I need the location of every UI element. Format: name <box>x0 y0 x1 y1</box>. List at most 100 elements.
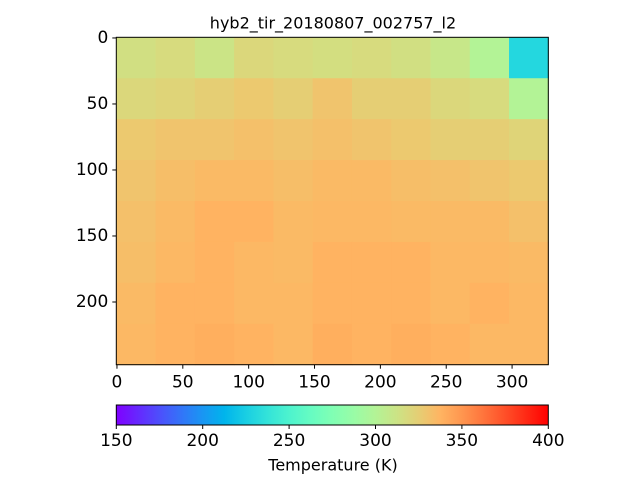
y-tick-label: 150 <box>76 226 108 246</box>
heat-cell <box>234 323 274 366</box>
colorbar-label: Temperature (K) <box>267 456 397 475</box>
heat-cell <box>509 119 549 161</box>
heat-cell <box>509 201 549 243</box>
heat-cell <box>469 323 510 366</box>
plot-frame <box>115 36 549 366</box>
heat-cell <box>351 78 392 120</box>
y-tick-label: 200 <box>76 292 108 312</box>
heat-cell <box>351 323 392 366</box>
heat-cell <box>234 160 274 202</box>
heat-cell <box>351 201 392 243</box>
heat-cell <box>116 37 157 79</box>
heat-cell <box>155 37 196 79</box>
heat-cell <box>194 282 235 325</box>
heat-cell <box>234 282 274 325</box>
heat-cell <box>234 78 274 120</box>
heat-cell <box>509 160 549 202</box>
heat-cell <box>509 241 549 284</box>
heat-cell <box>312 78 353 120</box>
heat-cell <box>430 160 471 202</box>
heat-cell <box>155 160 196 202</box>
heat-cell <box>155 282 196 325</box>
colorbar-tick-label: 350 <box>446 431 478 451</box>
heat-cell <box>430 201 471 243</box>
heat-cell <box>351 282 392 325</box>
colorbar-tick-label: 150 <box>100 431 132 451</box>
heat-cell <box>509 282 549 325</box>
colorbar <box>115 404 549 426</box>
y-tick-label: 0 <box>97 28 108 48</box>
heat-cell <box>312 201 353 243</box>
heat-cell <box>509 323 549 366</box>
y-tick-label: 50 <box>87 94 109 114</box>
heat-cell <box>430 119 471 161</box>
heat-cell <box>430 241 471 284</box>
heat-cell <box>273 78 314 120</box>
heat-cell <box>116 323 157 366</box>
heat-cell <box>430 282 471 325</box>
heat-cell <box>391 241 431 284</box>
x-tick-label: 300 <box>496 373 528 393</box>
heat-cell <box>234 201 274 243</box>
x-tick-label: 250 <box>430 373 462 393</box>
x-tick-label: 200 <box>364 373 396 393</box>
heat-cell <box>273 241 314 284</box>
heat-cell <box>509 37 549 79</box>
heat-cell <box>155 78 196 120</box>
heat-cell <box>155 201 196 243</box>
heat-cell <box>351 241 392 284</box>
heat-cell <box>116 119 157 161</box>
chart-title: hyb2_tir_20180807_002757_l2 <box>210 14 456 34</box>
heat-cell <box>234 37 274 79</box>
x-tick-label: 100 <box>232 373 264 393</box>
heat-cell <box>194 160 235 202</box>
heat-cell <box>116 160 157 202</box>
heat-cell <box>391 37 431 79</box>
heat-cell <box>116 78 157 120</box>
heat-cell <box>273 37 314 79</box>
heat-cell <box>391 201 431 243</box>
heat-cell <box>194 201 235 243</box>
heat-cell <box>391 78 431 120</box>
heat-cell <box>155 241 196 284</box>
x-tick-label: 0 <box>112 373 123 393</box>
heat-cell <box>194 37 235 79</box>
heat-cell <box>116 241 157 284</box>
colorbar-tick-label: 300 <box>359 431 391 451</box>
heat-cell <box>234 241 274 284</box>
heat-cell <box>312 119 353 161</box>
colorbar-tick-label: 400 <box>532 431 564 451</box>
heat-cell <box>194 241 235 284</box>
x-tick-label: 50 <box>172 373 194 393</box>
heat-cell <box>469 282 510 325</box>
heat-cell <box>391 119 431 161</box>
heat-cell <box>312 323 353 366</box>
heat-cell <box>430 37 471 79</box>
colorbar-tick-label: 200 <box>186 431 218 451</box>
heat-cell <box>469 201 510 243</box>
heat-cell <box>391 282 431 325</box>
heat-cell <box>391 160 431 202</box>
heat-cell <box>312 282 353 325</box>
heat-cell <box>312 160 353 202</box>
heat-cell <box>430 78 471 120</box>
heat-cell <box>469 37 510 79</box>
y-tick-label: 100 <box>76 160 108 180</box>
heat-cell <box>155 119 196 161</box>
heat-cell <box>273 282 314 325</box>
heat-cell <box>155 323 196 366</box>
heat-cell <box>194 323 235 366</box>
heat-cell <box>234 119 274 161</box>
heat-cell <box>391 323 431 366</box>
heat-cell <box>430 323 471 366</box>
heat-cell <box>351 160 392 202</box>
heat-cell <box>469 241 510 284</box>
colorbar-tick-label: 250 <box>273 431 305 451</box>
heat-cell <box>509 78 549 120</box>
heat-cell <box>312 37 353 79</box>
heat-cell <box>351 37 392 79</box>
x-tick-label: 150 <box>298 373 330 393</box>
heat-cell <box>116 201 157 243</box>
heat-cell <box>273 160 314 202</box>
